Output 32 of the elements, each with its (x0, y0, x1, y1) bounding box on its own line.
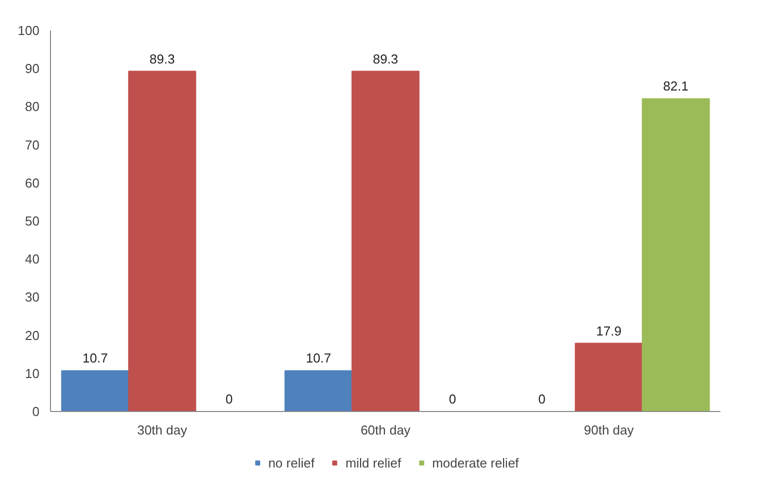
y-tick-label: 10 (25, 366, 40, 381)
data-label: 10.7 (306, 350, 332, 366)
data-label: 82.1 (663, 78, 688, 94)
data-label: 89.3 (150, 51, 175, 66)
bar (642, 98, 710, 412)
x-tick-label: 90th day (584, 422, 634, 438)
bar (61, 370, 130, 412)
y-tick-label: 100 (18, 23, 40, 38)
x-tick-label: 30th day (137, 422, 188, 438)
data-label: 89.3 (372, 51, 398, 66)
y-tick-label: 20 (25, 328, 40, 343)
y-tick-label: 70 (25, 137, 40, 152)
data-label: 17.9 (596, 323, 622, 338)
legend-label: moderate relief (432, 455, 519, 470)
data-label: 0 (448, 392, 456, 406)
legend-label: mild relief (345, 455, 402, 470)
bar (352, 70, 420, 412)
y-tick-label: 50 (25, 214, 40, 228)
x-tick-label: 60th day (360, 422, 411, 438)
y-tick-label: 90 (25, 61, 40, 76)
y-tick-label: 30 (25, 290, 40, 305)
y-tick-label: 40 (25, 252, 40, 267)
y-tick-label: 0 (32, 404, 40, 419)
data-label: 0 (538, 392, 546, 406)
y-tick-label: 80 (25, 99, 40, 114)
data-label: 10.7 (82, 350, 108, 366)
legend-label: no relief (268, 455, 314, 470)
data-label: 0 (226, 392, 233, 406)
bar (574, 342, 643, 412)
y-tick-label: 60 (25, 175, 40, 190)
bar (128, 70, 196, 412)
bar (284, 370, 352, 412)
